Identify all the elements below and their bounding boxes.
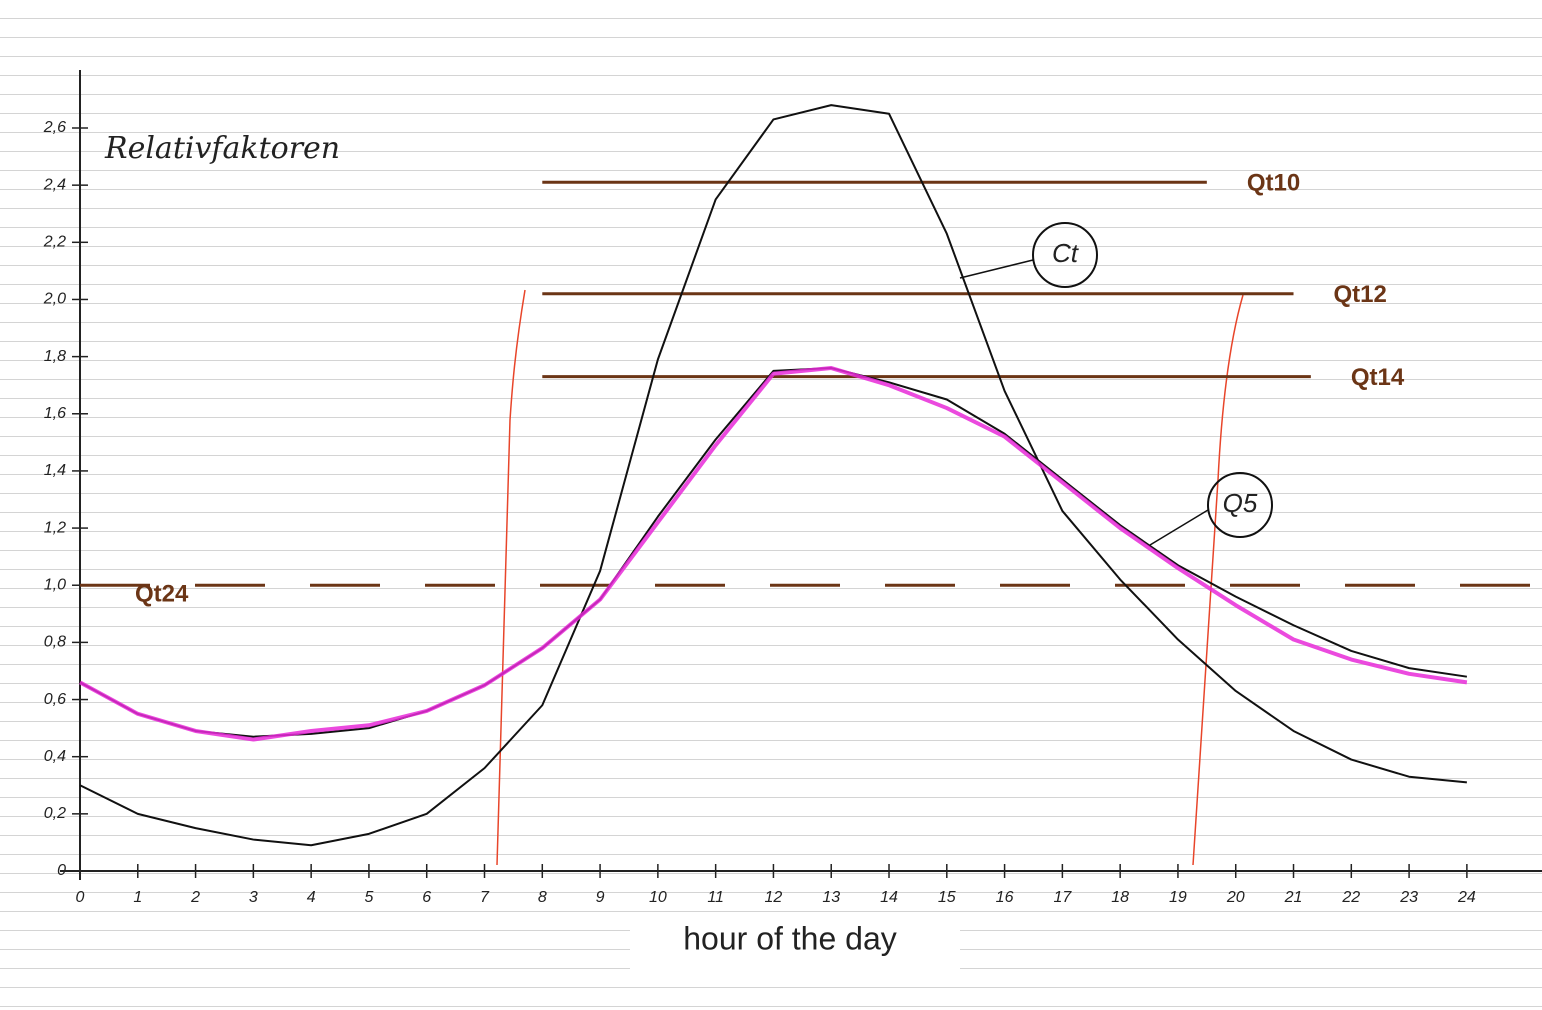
y-tick-label: 0,4 [44, 748, 66, 765]
x-tick-label: 4 [307, 889, 316, 906]
x-tick-label: 18 [1111, 889, 1129, 906]
x-tick-label: 6 [422, 889, 431, 906]
reference-label: Qt10 [1247, 170, 1300, 197]
y-tick-label: 1,4 [44, 462, 66, 479]
series-line [79, 104, 1467, 847]
reference-label: Qt14 [1351, 364, 1405, 391]
chart-title: Relativfaktoren [104, 131, 340, 166]
series-leader [1149, 509, 1209, 546]
x-tick-label: 3 [249, 889, 258, 906]
legend-label: Q5 [1223, 488, 1258, 518]
series-line [79, 366, 1468, 742]
y-tick-label: 2,0 [43, 291, 66, 308]
series-line [79, 367, 1468, 738]
x-tick-label: 1 [133, 889, 142, 906]
reference-label: Qt12 [1334, 281, 1387, 308]
y-tick-label: 1,6 [44, 405, 66, 422]
x-tick-label: 20 [1226, 889, 1245, 906]
x-tick-label: 10 [649, 889, 667, 906]
x-tick-label: 7 [480, 889, 490, 906]
x-tick-label: 16 [996, 889, 1014, 906]
x-tick-label: 12 [765, 889, 783, 906]
x-tick-label: 24 [1457, 889, 1476, 906]
x-tick-label: 11 [707, 889, 724, 906]
series-tag [1207, 472, 1273, 538]
y-tick-label: 1,0 [44, 576, 66, 593]
hand-mark [496, 289, 526, 866]
legend-label: Ct [1052, 238, 1080, 268]
x-tick-label: 8 [538, 889, 547, 906]
y-tick-label: 0 [57, 862, 66, 879]
y-tick-label: 2,4 [43, 176, 66, 193]
x-tick-label: 22 [1341, 889, 1360, 906]
x-tick-label: 14 [880, 889, 898, 906]
y-tick-label: 1,2 [44, 519, 66, 536]
label-bg [630, 915, 960, 970]
series-leader [959, 259, 1034, 279]
y-tick-label: 2,6 [43, 119, 66, 136]
x-tick-label: 15 [938, 889, 956, 906]
x-tick-label: 5 [364, 889, 373, 906]
x-tick-label: 21 [1284, 889, 1303, 906]
x-tick-label: 17 [1053, 889, 1072, 906]
x-tick-label: 2 [190, 889, 200, 906]
y-tick-label: 0,8 [44, 634, 66, 651]
x-tick-label: 9 [596, 889, 605, 906]
y-tick-label: 0,6 [44, 691, 66, 708]
x-axis-label: hour of the day [683, 920, 896, 956]
series-tag [1032, 222, 1098, 288]
x-tick-label: 0 [76, 889, 85, 906]
y-tick-label: 1,8 [44, 348, 66, 365]
hand-mark [1192, 294, 1244, 866]
y-tick-label: 2,2 [43, 234, 66, 251]
y-tick-label: 0,2 [44, 805, 66, 822]
reference-label: Qt24 [135, 581, 189, 608]
x-tick-label: 19 [1169, 889, 1187, 906]
x-tick-label: 13 [822, 889, 840, 906]
x-tick-label: 23 [1399, 889, 1418, 906]
